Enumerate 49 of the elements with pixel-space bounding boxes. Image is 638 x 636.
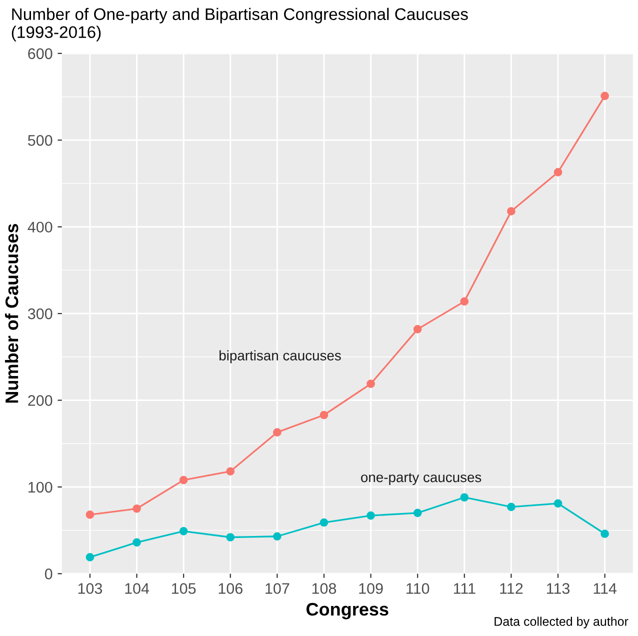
chart-title: Number of One-party and Bipartisan Congressional Caucuses (1993-2016) bbox=[12, 8, 468, 42]
point bbox=[273, 532, 282, 541]
y-tick-label: 100 bbox=[28, 482, 52, 493]
y-tick-label: 600 bbox=[28, 48, 52, 60]
y-tick-label: 500 bbox=[28, 135, 52, 146]
x-tick-label: 109 bbox=[359, 583, 383, 594]
point bbox=[413, 508, 422, 518]
x-tick-label: 108 bbox=[312, 583, 336, 594]
y-tick-label: 0 bbox=[44, 568, 52, 580]
x-tick-label: 114 bbox=[594, 583, 617, 594]
point bbox=[460, 297, 469, 306]
y-axis-title: Number of Caucuses bbox=[4, 224, 18, 403]
x-tick-label: 104 bbox=[125, 583, 150, 594]
point bbox=[226, 467, 235, 476]
y-tick-label: 200 bbox=[28, 395, 52, 406]
point bbox=[413, 324, 422, 334]
point bbox=[600, 530, 609, 538]
point bbox=[86, 510, 94, 519]
point bbox=[320, 410, 328, 420]
point bbox=[507, 207, 516, 216]
point bbox=[179, 476, 188, 484]
point bbox=[460, 493, 469, 502]
point bbox=[366, 380, 375, 388]
x-tick-label: 105 bbox=[172, 583, 196, 594]
x-tick-label: 107 bbox=[266, 583, 290, 594]
point bbox=[132, 538, 141, 547]
x-tick-label: 103 bbox=[78, 583, 102, 594]
x-tick-label: 113 bbox=[546, 583, 570, 594]
point bbox=[226, 533, 235, 542]
y-tick-label: 400 bbox=[28, 222, 52, 233]
point bbox=[86, 553, 94, 562]
point bbox=[600, 92, 609, 100]
point bbox=[179, 527, 188, 536]
point bbox=[366, 511, 375, 520]
annotation: bipartisan caucuses bbox=[220, 350, 341, 364]
y-tick-label: 300 bbox=[28, 308, 52, 320]
point bbox=[132, 504, 141, 513]
x-axis-title: Congress bbox=[306, 602, 388, 620]
point bbox=[273, 428, 282, 437]
x-tick-label: 110 bbox=[406, 583, 430, 594]
x-tick-label: 106 bbox=[218, 583, 242, 594]
annotation: one-party caucuses bbox=[361, 473, 482, 485]
point bbox=[320, 518, 328, 527]
text: Data collected by author bbox=[494, 616, 628, 628]
x-tick-label: 111 bbox=[454, 583, 476, 594]
point bbox=[507, 502, 516, 512]
x-tick-label: 112 bbox=[500, 583, 523, 594]
point bbox=[554, 499, 562, 508]
point bbox=[554, 168, 562, 176]
